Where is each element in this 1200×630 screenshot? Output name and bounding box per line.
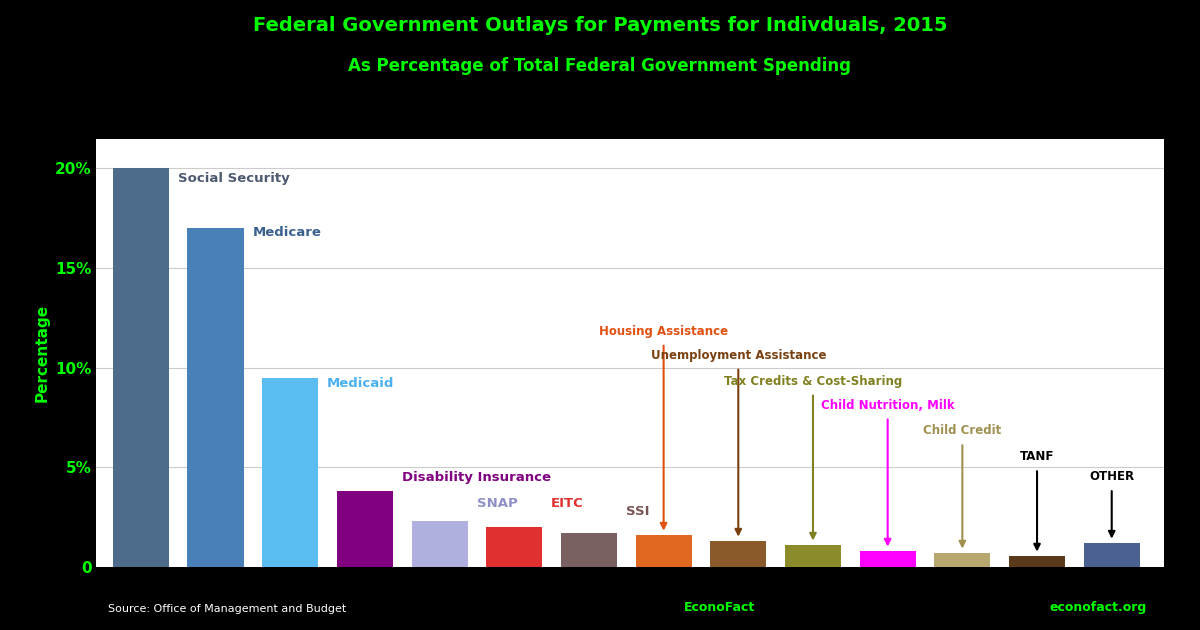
- Text: econofact.org: econofact.org: [1050, 601, 1147, 614]
- Text: Child Nutrition, Milk: Child Nutrition, Milk: [821, 399, 954, 411]
- Text: Source: Office of Management and Budget: Source: Office of Management and Budget: [108, 604, 347, 614]
- Text: Child Credit: Child Credit: [923, 425, 1002, 437]
- Bar: [113, 168, 169, 567]
- Text: As Percentage of Total Federal Government Spending: As Percentage of Total Federal Governmen…: [348, 57, 852, 75]
- Bar: [486, 527, 542, 567]
- Text: SNAP: SNAP: [476, 496, 517, 510]
- Bar: [560, 533, 617, 567]
- Text: EITC: EITC: [551, 496, 584, 510]
- Bar: [1009, 556, 1066, 567]
- Text: Federal Government Outlays for Payments for Indivduals, 2015: Federal Government Outlays for Payments …: [253, 16, 947, 35]
- Text: TANF: TANF: [1020, 450, 1055, 464]
- Text: Housing Assistance: Housing Assistance: [599, 325, 728, 338]
- Text: Disability Insurance: Disability Insurance: [402, 471, 551, 484]
- Bar: [859, 551, 916, 567]
- Text: EconoFact: EconoFact: [684, 601, 755, 614]
- Bar: [412, 521, 468, 567]
- Text: Tax Credits & Cost-Sharing: Tax Credits & Cost-Sharing: [724, 375, 902, 387]
- Text: Medicaid: Medicaid: [328, 377, 395, 390]
- Y-axis label: Percentage: Percentage: [35, 304, 49, 402]
- Bar: [1084, 543, 1140, 567]
- Bar: [710, 541, 767, 567]
- Text: Social Security: Social Security: [178, 172, 289, 185]
- Text: OTHER: OTHER: [1090, 471, 1134, 483]
- Bar: [636, 535, 691, 567]
- Bar: [262, 378, 318, 567]
- Text: Unemployment Assistance: Unemployment Assistance: [650, 349, 826, 362]
- Text: Medicare: Medicare: [252, 226, 322, 239]
- Bar: [337, 491, 392, 567]
- Bar: [935, 553, 990, 567]
- Bar: [187, 228, 244, 567]
- Text: SSI: SSI: [626, 505, 649, 518]
- Bar: [785, 545, 841, 567]
